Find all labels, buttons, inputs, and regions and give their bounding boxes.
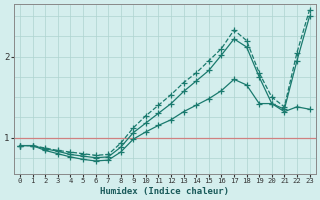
X-axis label: Humidex (Indice chaleur): Humidex (Indice chaleur) bbox=[100, 187, 229, 196]
